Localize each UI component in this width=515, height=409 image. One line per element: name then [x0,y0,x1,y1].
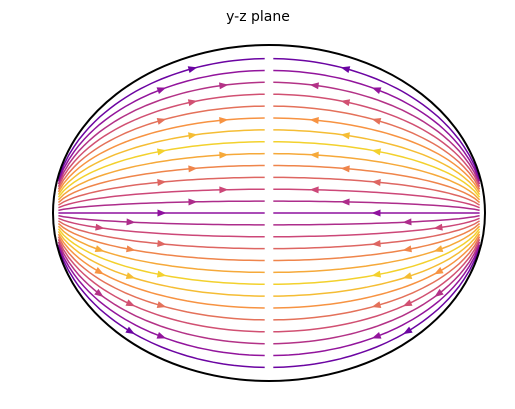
streamline [273,241,481,345]
arrow [371,270,382,278]
arrow [371,148,382,156]
arrow [402,299,413,307]
arrow [219,186,229,194]
streamline [58,214,265,226]
arrow [188,165,198,173]
streamline [57,152,265,201]
arrow [156,332,167,339]
arrow [402,218,412,226]
arrow [309,151,319,159]
arrow [340,99,351,107]
arrow [371,178,381,186]
arrow [219,82,229,90]
arrow [433,245,444,252]
streamline [273,222,481,262]
streamline [273,217,480,238]
streamline [57,222,265,262]
streamline [57,57,265,180]
streamline [57,233,265,309]
streamline [273,200,480,212]
chart-title: y-z plane [226,9,290,25]
arrow [156,117,167,125]
streamline [273,69,481,182]
streamline [273,225,481,274]
arrow [95,223,105,231]
arrow [433,223,443,231]
arrow [187,99,198,107]
streamline [57,241,265,345]
arrow [219,116,229,124]
arrow [219,151,229,159]
streamline [57,230,265,297]
streamline [273,57,481,180]
streamline [273,164,481,204]
streamline [273,233,481,309]
arrow [156,301,167,309]
streamline [273,238,481,333]
arrow [371,87,382,94]
arrow [94,288,104,298]
arrow [371,332,382,339]
streamline [273,117,481,193]
arrow [434,288,444,298]
streamline [57,164,265,204]
arrow [340,132,350,140]
arrow [156,148,167,156]
streamline [57,225,265,274]
streamline [273,214,480,226]
arrow [340,198,350,206]
arrow [94,267,105,275]
streamline [57,246,265,369]
arrow [126,245,136,253]
arrow [309,116,319,124]
streamline [273,93,481,188]
streamlines [57,57,481,369]
boundary [52,44,486,382]
arrow [340,66,351,73]
arrow [371,301,382,309]
arrow [188,198,198,206]
arrow [125,299,136,307]
arrow [371,240,381,248]
streamline [57,244,265,357]
arrow [403,326,413,335]
streamline [273,230,481,297]
arrow [309,82,319,90]
arrow [126,218,136,226]
streamline [58,200,265,212]
streamline [273,129,481,196]
streamline [57,238,265,333]
arrow [371,209,381,217]
arrow [157,178,167,186]
arrow [157,209,167,217]
streamline [57,129,265,196]
streamline [57,93,265,188]
arrow [125,326,135,335]
arrow [402,245,412,253]
arrow [402,272,413,279]
streamline [273,244,481,357]
streamline [273,188,480,209]
arrow [125,272,136,279]
arrow [156,270,167,278]
streamline [57,117,265,193]
arrow [94,245,105,252]
streamline [273,152,481,201]
arrow [371,117,382,125]
streamline [57,81,265,185]
streamline [58,188,265,209]
streamline [57,69,265,182]
arrow [187,66,198,73]
arrow [433,267,444,275]
arrow [156,87,167,94]
streamline [273,81,481,185]
arrow [157,240,167,248]
streamline [273,246,481,369]
arrow [309,186,319,194]
arrow [188,132,198,140]
arrow [340,165,350,173]
streamline [58,217,265,238]
